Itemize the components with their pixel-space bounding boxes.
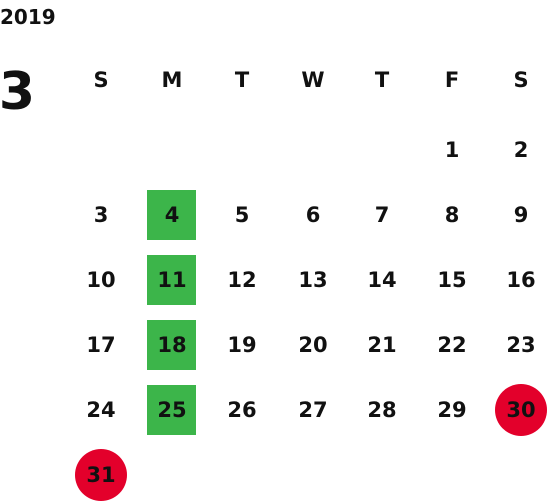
day: 24 — [86, 398, 115, 422]
day: 29 — [437, 398, 466, 422]
day: 10 — [86, 268, 115, 292]
day: 26 — [227, 398, 256, 422]
day: 3 — [94, 203, 109, 227]
day: 25 — [157, 398, 186, 422]
day: 17 — [86, 333, 115, 357]
day: 12 — [227, 268, 256, 292]
day: 5 — [235, 203, 250, 227]
highlight-box — [147, 190, 196, 240]
day: 20 — [298, 333, 327, 357]
day: 31 — [86, 463, 115, 487]
day: 6 — [306, 203, 321, 227]
highlight-box — [147, 255, 196, 305]
day: 7 — [375, 203, 390, 227]
weekday-label: T — [235, 68, 250, 92]
day: 4 — [165, 203, 180, 227]
day: 16 — [506, 268, 535, 292]
day: 1 — [445, 138, 460, 162]
year: 2019 — [0, 5, 56, 29]
day: 19 — [227, 333, 256, 357]
weekday-label: W — [301, 68, 324, 92]
weekday-label: M — [162, 68, 183, 92]
weekday-label: T — [375, 68, 390, 92]
day: 2 — [514, 138, 529, 162]
day: 21 — [367, 333, 396, 357]
highlight-box — [147, 385, 196, 435]
month: 3 — [0, 62, 35, 122]
highlight-box — [147, 320, 196, 370]
day: 13 — [298, 268, 327, 292]
highlight-circle — [495, 384, 547, 436]
day: 18 — [157, 333, 186, 357]
day: 27 — [298, 398, 327, 422]
day: 11 — [157, 268, 186, 292]
day: 8 — [445, 203, 460, 227]
weekday-label: S — [93, 68, 108, 92]
day: 23 — [506, 333, 535, 357]
day: 22 — [437, 333, 466, 357]
day: 9 — [514, 203, 529, 227]
weekday-label: F — [445, 68, 459, 92]
day: 28 — [367, 398, 396, 422]
day: 15 — [437, 268, 466, 292]
day: 30 — [506, 398, 535, 422]
day: 14 — [367, 268, 396, 292]
weekday-label: S — [513, 68, 528, 92]
highlight-circle — [75, 449, 127, 501]
